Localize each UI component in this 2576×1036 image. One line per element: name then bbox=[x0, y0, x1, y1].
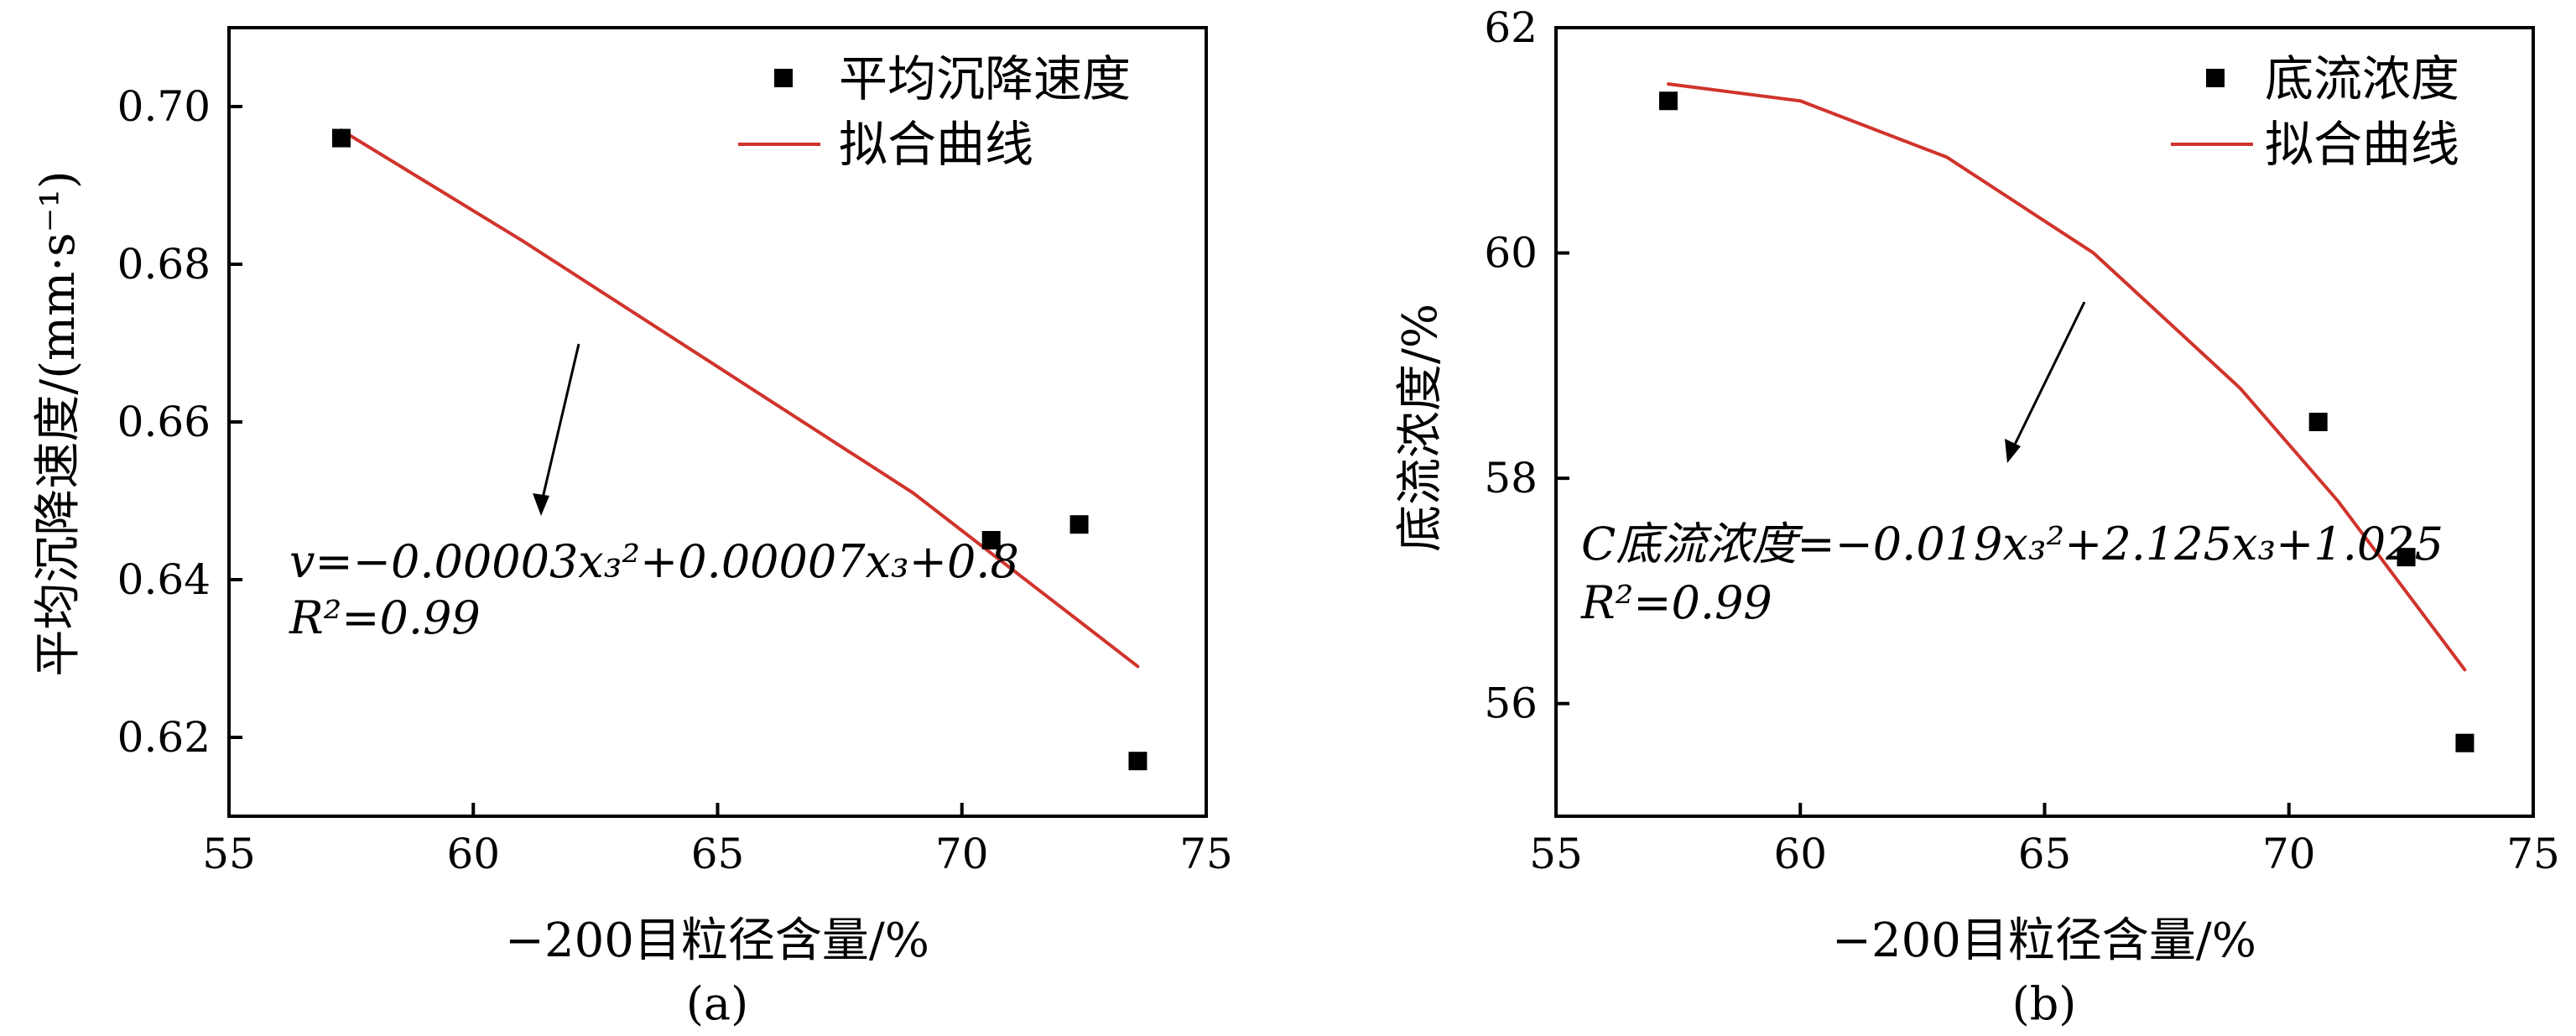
annotation-arrowhead-b bbox=[2005, 439, 2021, 463]
panel-label-b: (b) bbox=[2012, 977, 2077, 1030]
chart-panel-b: 55 60 65 70 75 56 58 60 62 底流浓度 拟合曲线 C底流浓度=−0.01… bbox=[1393, 3, 2560, 1030]
legend-label-line-b: 拟合曲线 bbox=[2265, 116, 2459, 173]
y-tick-label-b-3: 62 bbox=[1484, 3, 1538, 52]
legend-a: 平均沉降速度 拟合曲线 bbox=[738, 50, 1131, 173]
legend-label-scatter-b: 底流浓度 bbox=[2265, 50, 2459, 107]
y-axis-title-b: 底流浓度/% bbox=[1393, 304, 1448, 552]
y-tick-label-a-1: 0.64 bbox=[117, 555, 211, 604]
y-tick-label-a-0: 0.62 bbox=[117, 713, 211, 762]
fit-equation-a: v=−0.00003x₃²+0.00007x₃+0.8 bbox=[289, 535, 1019, 588]
x-tick-label-b-0: 55 bbox=[1529, 830, 1583, 878]
y-tick-label-b-2: 60 bbox=[1484, 229, 1538, 278]
fit-curve-group-b bbox=[1667, 82, 2467, 672]
x-tick-label-b-2: 65 bbox=[2018, 830, 2072, 878]
fit-equation-b: C底流浓度=−0.019x₃²+2.125x₃+1.025 bbox=[1581, 518, 2443, 570]
data-point-a-3 bbox=[1128, 752, 1147, 771]
data-point-a-0 bbox=[331, 128, 351, 148]
r-squared-b: R²=0.99 bbox=[1580, 576, 1772, 629]
ticks-a: 55 60 65 70 75 0.62 0.64 0.66 0.68 0.70 bbox=[117, 82, 1233, 878]
data-point-b-0 bbox=[1658, 91, 1678, 111]
y-tick-label-a-3: 0.68 bbox=[117, 240, 211, 289]
y-tick-label-a-2: 0.66 bbox=[117, 398, 211, 446]
legend-label-scatter-a: 平均沉降速度 bbox=[839, 50, 1131, 107]
legend-marker-scatter-a bbox=[774, 69, 793, 87]
x-tick-label-a-0: 55 bbox=[202, 830, 256, 878]
x-tick-label-b-3: 70 bbox=[2262, 830, 2316, 878]
legend-label-line-a: 拟合曲线 bbox=[839, 116, 1033, 173]
data-point-a-2 bbox=[1069, 515, 1089, 534]
x-tick-label-a-2: 65 bbox=[691, 830, 745, 878]
fit-curve-a bbox=[340, 128, 1140, 669]
y-tick-label-b-0: 56 bbox=[1484, 679, 1538, 728]
x-tick-label-b-4: 75 bbox=[2506, 830, 2560, 878]
data-points-group-b bbox=[1658, 91, 2475, 752]
panel-label-a: (a) bbox=[686, 977, 748, 1030]
ticks-b: 55 60 65 70 75 56 58 60 62 bbox=[1484, 3, 2559, 878]
fit-curve-group-a bbox=[340, 128, 1140, 669]
x-tick-label-a-1: 60 bbox=[446, 830, 500, 878]
legend-b: 底流浓度 拟合曲线 bbox=[2171, 50, 2459, 173]
x-tick-label-b-1: 60 bbox=[1773, 830, 1827, 878]
annotation-arrowhead-a bbox=[533, 493, 549, 516]
data-point-b-2 bbox=[2396, 548, 2416, 567]
annotation-arrow-b bbox=[2010, 301, 2086, 452]
data-point-b-3 bbox=[2455, 733, 2475, 752]
data-points-group-a bbox=[331, 128, 1147, 771]
x-axis-title-a: −200目粒径含量/% bbox=[505, 914, 929, 968]
legend-marker-scatter-b bbox=[2206, 69, 2225, 87]
x-tick-label-a-3: 70 bbox=[935, 830, 989, 878]
data-point-b-1 bbox=[2308, 413, 2328, 431]
y-tick-label-b-1: 58 bbox=[1484, 454, 1538, 502]
fit-curve-b bbox=[1667, 82, 2467, 672]
data-point-a-1 bbox=[981, 531, 1001, 549]
chart-panel-a: 55 60 65 70 75 0.62 0.64 0.66 0.68 0.70 平均沉降速度 拟合… bbox=[31, 26, 1233, 1030]
annotation-arrow-a bbox=[539, 343, 580, 506]
y-tick-label-a-4: 0.70 bbox=[117, 82, 211, 131]
x-axis-title-b: −200目粒径含量/% bbox=[1832, 914, 2256, 968]
r-squared-a: R²=0.99 bbox=[289, 591, 481, 644]
plot-area-a bbox=[227, 26, 1208, 818]
x-tick-label-a-4: 75 bbox=[1179, 830, 1233, 878]
y-axis-title-a: 平均沉降速度/(mm·s⁻¹) bbox=[31, 170, 86, 676]
